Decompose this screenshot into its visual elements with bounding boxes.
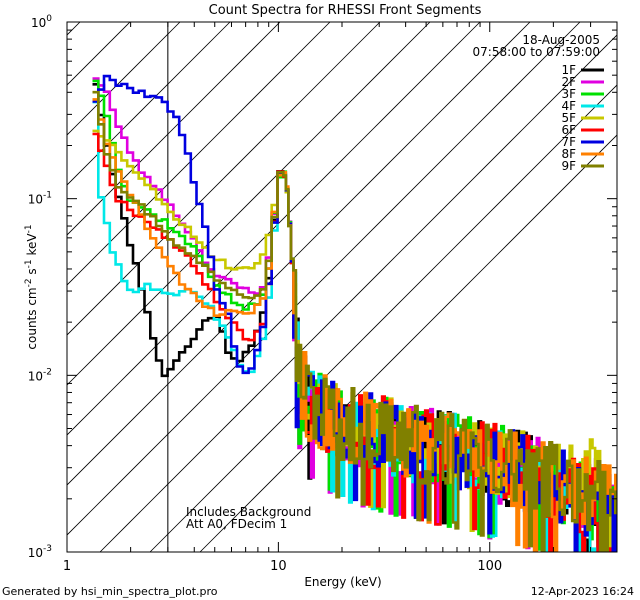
series-7F <box>92 74 617 552</box>
legend-label-7F: 7F <box>561 135 576 149</box>
y-tick-label: 10-1 <box>28 191 52 207</box>
y-axis-label: counts cm-2 s-1 keV-1 <box>24 224 39 349</box>
hatched-region <box>67 22 617 552</box>
legend-label-5F: 5F <box>561 111 576 125</box>
legend-label-2F: 2F <box>561 75 576 89</box>
y-label-exp2: -1 <box>24 259 34 268</box>
series-layer <box>92 74 617 552</box>
x-axis-label: Energy (keV) <box>304 575 381 589</box>
x-axis: 1 10 100 <box>63 22 618 574</box>
hatch-line <box>67 22 81 36</box>
y-label-exp3: -1 <box>24 224 34 233</box>
date-label: 18-Aug-2005 <box>522 33 600 47</box>
legend-label-6F: 6F <box>561 123 576 137</box>
x-tick-label: 100 <box>477 559 502 574</box>
legend-label-8F: 8F <box>561 147 576 161</box>
hatch-line <box>67 22 331 286</box>
y-axis: 100 10-1 10-2 10-3 <box>28 14 617 560</box>
hatch-line <box>199 134 617 552</box>
hatch-line <box>149 84 617 552</box>
footer-timestamp: 12-Apr-2023 16:24 <box>531 585 634 598</box>
hatch-line <box>67 22 231 186</box>
y-label-kev: keV <box>25 233 39 260</box>
time-range-label: 07:58:00 to 07:59:00 <box>473 45 600 59</box>
legend-label-3F: 3F <box>561 87 576 101</box>
y-label-base: counts cm <box>25 287 39 349</box>
hatch-line <box>67 22 431 386</box>
y-tick-label: 100 <box>31 14 52 30</box>
hatch-line <box>99 34 617 552</box>
hatch-line <box>67 22 581 536</box>
x-tick-label: 10 <box>270 559 287 574</box>
y-label-exp1: -2 <box>24 278 34 287</box>
hatch-line <box>67 22 281 236</box>
annotation-attenuator: Att A0, FDecim 1 <box>186 517 287 531</box>
footer-generated: Generated by hsi_min_spectra_plot.pro <box>2 585 218 598</box>
y-tick-label: 10-2 <box>28 367 52 383</box>
y-tick-label: 10-3 <box>28 544 52 560</box>
y-label-s: s <box>25 268 39 278</box>
hatch-line <box>67 22 181 136</box>
chart-title: Count Spectra for RHESSI Front Segments <box>209 3 482 18</box>
legend-label-1F: 1F <box>561 63 576 77</box>
legend-label-9F: 9F <box>561 159 576 173</box>
annotation-background: Includes Background <box>186 505 311 519</box>
legend-label-4F: 4F <box>561 99 576 113</box>
series-9F <box>92 90 617 552</box>
hatch-line <box>67 22 381 336</box>
x-tick-label: 1 <box>63 559 71 574</box>
